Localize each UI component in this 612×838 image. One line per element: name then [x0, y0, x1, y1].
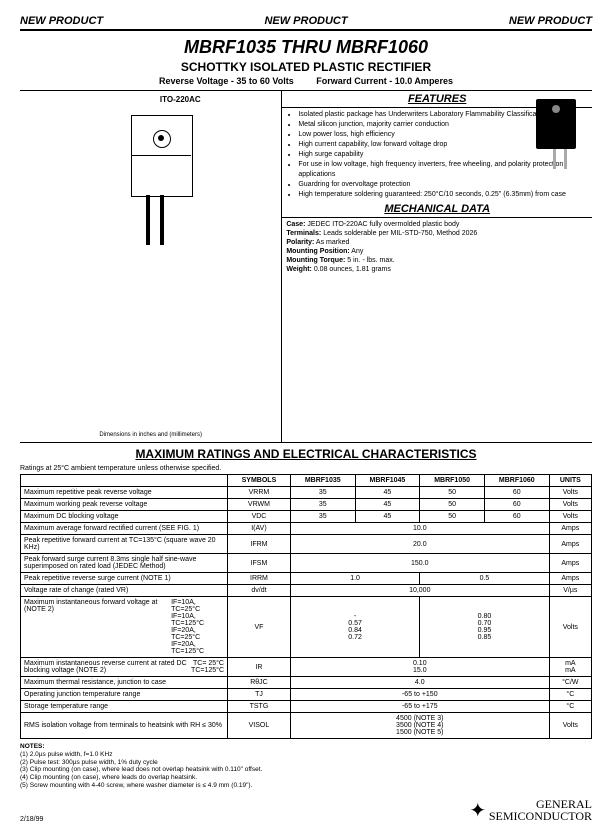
note-item: (5) Screw mounting with 4-40 screw, wher…: [20, 782, 592, 790]
package-drawing: ITO-220AC Dimensions in inches and (mill…: [20, 91, 282, 442]
table-row: Maximum average forward rectified curren…: [21, 523, 592, 535]
table-row: Peak repetitive forward current at TC=13…: [21, 535, 592, 554]
title-block: MBRF1035 THRU MBRF1060 SCHOTTKY ISOLATED…: [20, 31, 592, 91]
table-row: Maximum DC blocking voltageVDC35455060Vo…: [21, 511, 592, 523]
table-row: Operating junction temperature rangeTJ-6…: [21, 689, 592, 701]
mechanical-header: MECHANICAL DATA: [282, 201, 592, 218]
note-item: (3) Clip mounting (on case), where lead …: [20, 766, 592, 774]
spec-table: SYMBOLSMBRF1035MBRF1045MBRF1050MBRF1060U…: [20, 474, 592, 739]
component-photo: [536, 99, 584, 169]
company-logo: ✦ GENERAL SEMICONDUCTOR: [469, 798, 592, 823]
table-row: Maximum instantaneous forward voltage at…: [21, 597, 592, 658]
table-row: Voltage rate of change (rated VR)dv/dt10…: [21, 585, 592, 597]
notes-section: NOTES: (1) 2.0µs pulse width, f=1.0 KHz(…: [20, 743, 592, 790]
part-title: MBRF1035 THRU MBRF1060: [20, 37, 592, 58]
footer-date: 2/18/99: [20, 816, 43, 823]
reverse-voltage: Reverse Voltage - 35 to 60 Volts: [159, 76, 294, 86]
table-row: Peak repetitive reverse surge current (N…: [21, 573, 592, 585]
feature-item: Guardring for overvoltage protection: [298, 180, 588, 189]
mechanical-data: Case: JEDEC ITO-220AC fully overmolded p…: [282, 218, 592, 277]
table-row: Maximum working peak reverse voltageVRWM…: [21, 499, 592, 511]
table-row: Peak forward surge current 8.3ms single …: [21, 554, 592, 573]
table-row: Storage temperature rangeTSTG-65 to +175…: [21, 701, 592, 713]
page-footer: 2/18/99 ✦ GENERAL SEMICONDUCTOR: [20, 798, 592, 823]
ratings-header: MAXIMUM RATINGS AND ELECTRICAL CHARACTER…: [20, 443, 592, 463]
table-row: Maximum thermal resistance, junction to …: [21, 677, 592, 689]
note-item: (4) Clip mounting (on case), where leads…: [20, 774, 592, 782]
note-item: (2) Pulse test: 300µs pulse width, 1% du…: [20, 759, 592, 767]
table-row: RMS isolation voltage from terminals to …: [21, 713, 592, 739]
note-item: (1) 2.0µs pulse width, f=1.0 KHz: [20, 751, 592, 759]
ratings-note: Ratings at 25°C ambient temperature unle…: [20, 463, 592, 474]
feature-item: High temperature soldering guaranteed: 2…: [298, 190, 588, 199]
product-type: SCHOTTKY ISOLATED PLASTIC RECTIFIER: [20, 60, 592, 74]
table-row: Maximum instantaneous reverse current at…: [21, 658, 592, 677]
new-product-banner: NEW PRODUCT NEW PRODUCT NEW PRODUCT: [20, 15, 592, 31]
forward-current: Forward Current - 10.0 Amperes: [316, 76, 453, 86]
table-row: Maximum repetitive peak reverse voltageV…: [21, 487, 592, 499]
